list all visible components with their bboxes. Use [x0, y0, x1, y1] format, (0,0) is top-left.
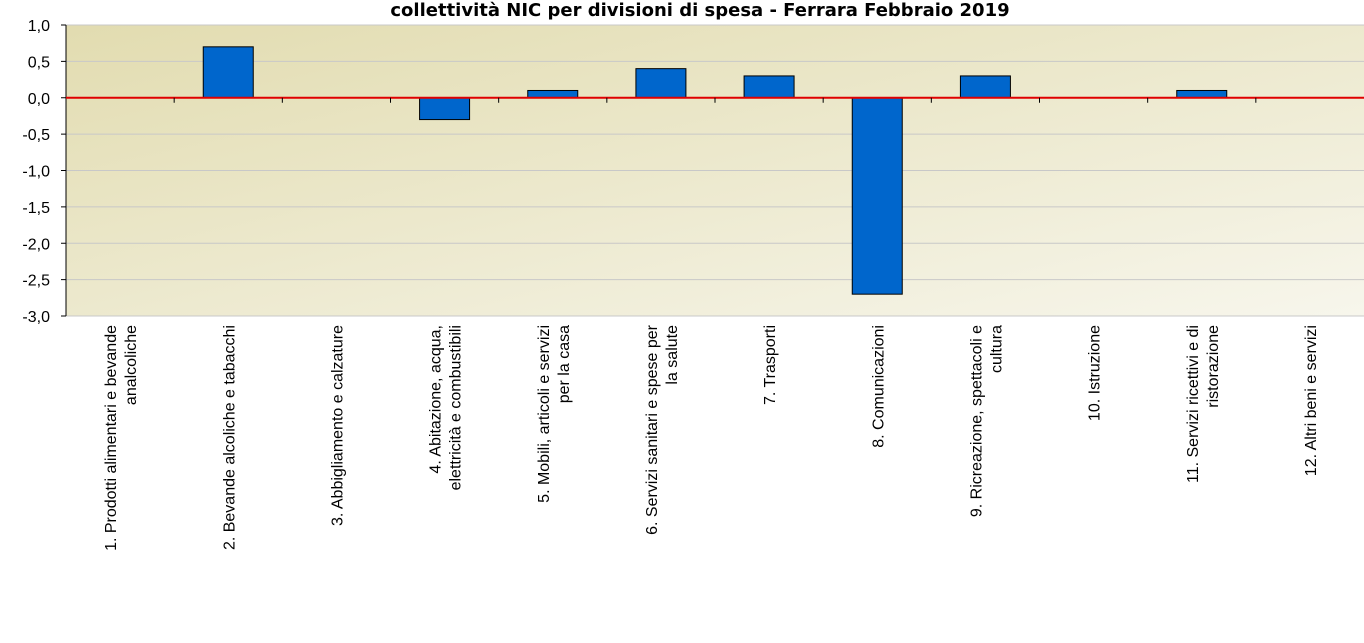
- bar: [635, 68, 687, 99]
- bar: [959, 75, 1011, 99]
- x-tick-label: 7. Trasporti: [762, 325, 779, 405]
- x-tick-label: 8. Comunicazioni: [870, 325, 887, 448]
- x-tick-label: 4. Abitazione, acqua, elettricità e combu…: [428, 325, 465, 490]
- y-tick-label: -2,0: [22, 236, 50, 253]
- y-tick-label: -1,0: [22, 164, 50, 181]
- bar: [419, 97, 471, 121]
- y-tick-label: -2,5: [22, 273, 50, 290]
- chart-title: collettività NIC per divisioni di spesa …: [390, 0, 1009, 21]
- bar: [527, 89, 579, 99]
- x-tick-label: 9. Ricreazione, spettacoli e cultura: [968, 325, 1005, 517]
- y-tick-label: 1,0: [28, 18, 50, 35]
- x-tick-label: 5. Mobili, articoli e servizi per la casa: [536, 325, 573, 503]
- x-tick-label: 3. Abbigliamento e calzature: [329, 325, 346, 526]
- x-tick-label: 6. Servizi sanitari e spese per la salute: [644, 324, 681, 535]
- bar: [851, 97, 903, 295]
- x-tick-label: 2. Bevande alcoliche e tabacchi: [221, 325, 238, 550]
- bar: [743, 75, 795, 99]
- x-tick-label: 12. Altri beni e servizi: [1303, 325, 1320, 476]
- bar: [202, 46, 254, 99]
- x-tick-label: 11. Servizi ricettivi e di ristorazione: [1185, 325, 1222, 483]
- bar: [1176, 89, 1228, 99]
- y-tick-label: -3,0: [22, 309, 50, 326]
- y-tick-label: 0,5: [28, 54, 50, 71]
- y-tick-label: -1,5: [22, 200, 50, 217]
- y-tick-label: 0,0: [28, 91, 50, 108]
- x-tick-label: 10. Istruzione: [1087, 325, 1104, 421]
- y-tick-label: -0,5: [22, 127, 50, 144]
- x-tick-label: 1. Prodotti alimentari e bevande analcoli…: [103, 325, 140, 551]
